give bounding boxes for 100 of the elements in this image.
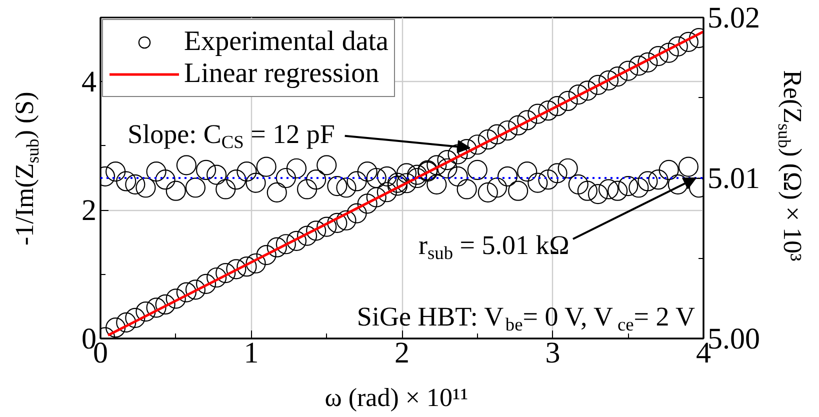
point [276, 168, 296, 188]
point [246, 172, 266, 193]
point [528, 104, 548, 124]
point [478, 129, 498, 150]
point [497, 120, 518, 141]
point [206, 267, 227, 288]
point [276, 234, 296, 254]
point [236, 162, 257, 182]
point [648, 46, 668, 66]
point [146, 162, 166, 182]
point [357, 194, 378, 214]
point [357, 162, 378, 182]
point [508, 115, 528, 136]
point [658, 42, 679, 63]
point [106, 318, 126, 338]
point [327, 176, 348, 196]
point [246, 253, 266, 274]
point [497, 166, 518, 186]
point [638, 52, 658, 72]
point [568, 84, 588, 105]
point [166, 180, 186, 201]
x-tick-label: 2 [394, 336, 410, 370]
point [116, 171, 136, 192]
point [437, 150, 458, 170]
point [155, 170, 176, 190]
point [185, 280, 206, 300]
point [547, 96, 568, 116]
point [407, 168, 428, 188]
point [266, 182, 287, 202]
y-tick-label: 2 [82, 194, 96, 228]
point [608, 180, 628, 201]
point [678, 32, 698, 52]
point [346, 203, 367, 224]
point [577, 80, 598, 101]
y2-tick-label: 5.01 [708, 162, 760, 195]
point [136, 178, 156, 198]
point [638, 171, 658, 192]
legend-label: Linear regression [184, 58, 380, 90]
point [166, 288, 186, 309]
point [327, 212, 348, 233]
point [588, 184, 608, 204]
point [286, 158, 307, 178]
y-axis-title: -1/Im(Zsub) (S) [10, 92, 42, 246]
y2-axis-title: Re(Zsub) (Ω) × 10³ [774, 70, 807, 262]
point [216, 179, 236, 200]
point [517, 110, 538, 130]
point [478, 182, 498, 202]
point [628, 56, 649, 76]
point [538, 100, 558, 121]
point [598, 179, 619, 200]
x-axis-title: ω (rad) × 10¹¹ [324, 383, 468, 412]
point [456, 139, 477, 160]
point [206, 164, 227, 185]
point [316, 216, 337, 237]
point [376, 166, 397, 186]
point [256, 245, 276, 266]
point [437, 158, 458, 178]
x-tick-label: 3 [545, 336, 560, 370]
point [528, 172, 548, 193]
point [618, 60, 638, 81]
point [648, 170, 668, 190]
point [296, 226, 318, 246]
point [568, 174, 588, 194]
point [618, 176, 638, 196]
point [125, 308, 146, 328]
point [517, 162, 538, 182]
y-tick-label: 4 [82, 66, 96, 99]
point [668, 36, 688, 56]
point [558, 90, 578, 111]
point [426, 174, 447, 194]
point [577, 180, 598, 201]
point [608, 66, 628, 87]
point [376, 182, 397, 202]
point [396, 173, 417, 194]
point [508, 180, 528, 201]
point [226, 259, 246, 280]
point [216, 262, 236, 284]
point [598, 70, 619, 90]
point [336, 210, 356, 230]
point [588, 74, 608, 95]
point [316, 155, 337, 176]
point [366, 168, 386, 188]
point [407, 164, 428, 185]
point [185, 178, 206, 198]
point [226, 170, 246, 190]
point [456, 179, 477, 200]
point [547, 163, 568, 184]
point [286, 230, 307, 251]
point [538, 170, 558, 190]
point [296, 179, 318, 200]
point [558, 158, 578, 178]
point [155, 294, 176, 315]
point [116, 312, 136, 332]
point [236, 256, 257, 277]
point [196, 274, 216, 294]
point [146, 298, 166, 318]
x-tick-label: 1 [244, 336, 259, 370]
point [125, 174, 146, 194]
point [176, 282, 196, 302]
point [628, 178, 649, 198]
